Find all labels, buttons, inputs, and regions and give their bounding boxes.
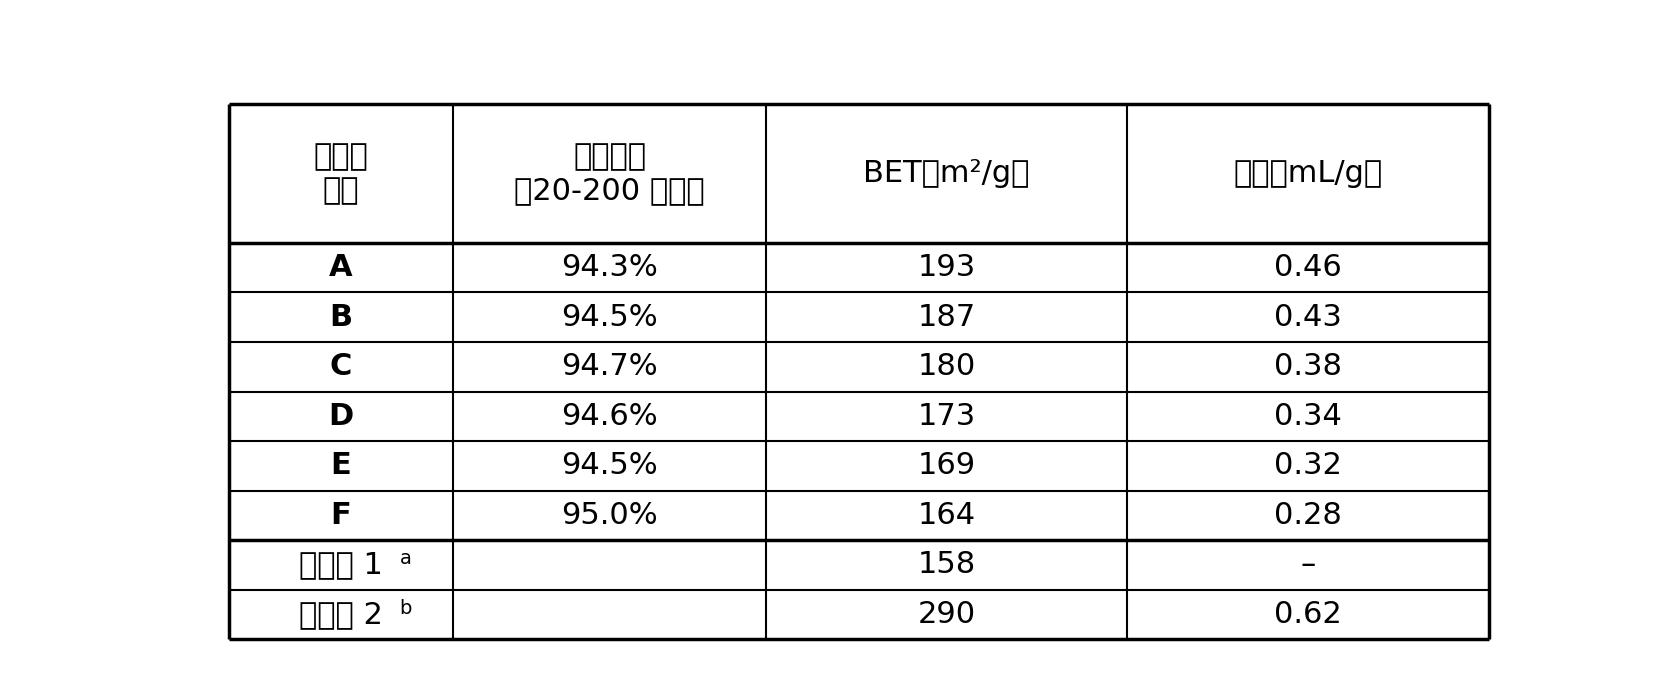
Text: 对比剂 2: 对比剂 2 [300,600,384,629]
Text: C: C [330,352,352,381]
Text: a: a [399,549,411,568]
Text: 169: 169 [917,451,975,480]
Text: 0.34: 0.34 [1274,402,1342,431]
Text: 94.5%: 94.5% [561,451,657,480]
Text: 催化剂
编号: 催化剂 编号 [313,143,369,205]
Text: 0.62: 0.62 [1274,600,1342,629]
Text: 0.46: 0.46 [1274,253,1342,282]
Text: A: A [328,253,354,282]
Text: 187: 187 [917,302,975,331]
Text: 0.32: 0.32 [1274,451,1342,480]
Text: 180: 180 [917,352,975,381]
Text: D: D [328,402,354,431]
Text: 孔容（mL/g）: 孔容（mL/g） [1234,159,1383,188]
Text: 94.5%: 94.5% [561,302,657,331]
Text: 158: 158 [917,551,975,579]
Text: 95.0%: 95.0% [561,501,657,530]
Text: 94.7%: 94.7% [561,352,657,381]
Text: BET（m²/g）: BET（m²/g） [863,159,1029,188]
Text: 0.38: 0.38 [1274,352,1342,381]
Text: F: F [330,501,352,530]
Text: 173: 173 [917,402,975,431]
Text: 94.3%: 94.3% [561,253,659,282]
Text: 193: 193 [917,253,975,282]
Text: –: – [1301,551,1316,579]
Text: 0.43: 0.43 [1274,302,1342,331]
Text: B: B [330,302,352,331]
Text: 0.28: 0.28 [1274,501,1342,530]
Text: E: E [330,451,352,480]
Text: 粒度分布
（20-200 微米）: 粒度分布 （20-200 微米） [515,143,706,205]
Text: 对比剂 1: 对比剂 1 [300,551,384,579]
Text: 290: 290 [917,600,975,629]
Text: 164: 164 [917,501,975,530]
Text: b: b [399,599,412,618]
Text: 94.6%: 94.6% [561,402,657,431]
